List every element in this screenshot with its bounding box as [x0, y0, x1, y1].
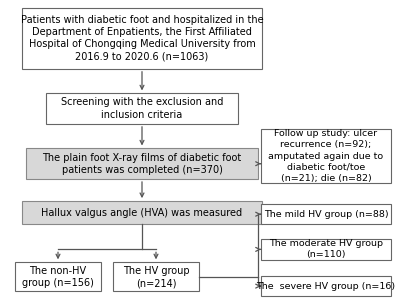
- FancyBboxPatch shape: [26, 148, 258, 179]
- Text: The HV group
(n=214): The HV group (n=214): [123, 266, 189, 288]
- FancyBboxPatch shape: [113, 262, 199, 291]
- Text: Hallux valgus angle (HVA) was measured: Hallux valgus angle (HVA) was measured: [42, 208, 242, 218]
- FancyBboxPatch shape: [22, 201, 262, 224]
- Text: The non-HV
group (n=156): The non-HV group (n=156): [22, 266, 94, 288]
- Text: The plain foot X-ray films of diabetic foot
patients was completed (n=370): The plain foot X-ray films of diabetic f…: [42, 152, 242, 175]
- Text: The moderate HV group
(n=110): The moderate HV group (n=110): [269, 239, 383, 259]
- FancyBboxPatch shape: [22, 8, 262, 69]
- Text: Screening with the exclusion and
inclusion criteria: Screening with the exclusion and inclusi…: [61, 97, 223, 120]
- FancyBboxPatch shape: [46, 93, 238, 124]
- FancyBboxPatch shape: [15, 262, 101, 291]
- Text: The  severe HV group (n=16): The severe HV group (n=16): [256, 282, 396, 291]
- FancyBboxPatch shape: [261, 129, 391, 183]
- Text: The mild HV group (n=88): The mild HV group (n=88): [264, 210, 388, 219]
- Text: Patients with diabetic foot and hospitalized in the
Department of Enpatients, th: Patients with diabetic foot and hospital…: [21, 15, 263, 62]
- FancyBboxPatch shape: [261, 204, 391, 224]
- Text: Follow up study: ulcer
recurrence (n=92);
amputated again due to
diabetic foot/t: Follow up study: ulcer recurrence (n=92)…: [268, 129, 384, 183]
- FancyBboxPatch shape: [261, 239, 391, 260]
- FancyBboxPatch shape: [261, 276, 391, 296]
